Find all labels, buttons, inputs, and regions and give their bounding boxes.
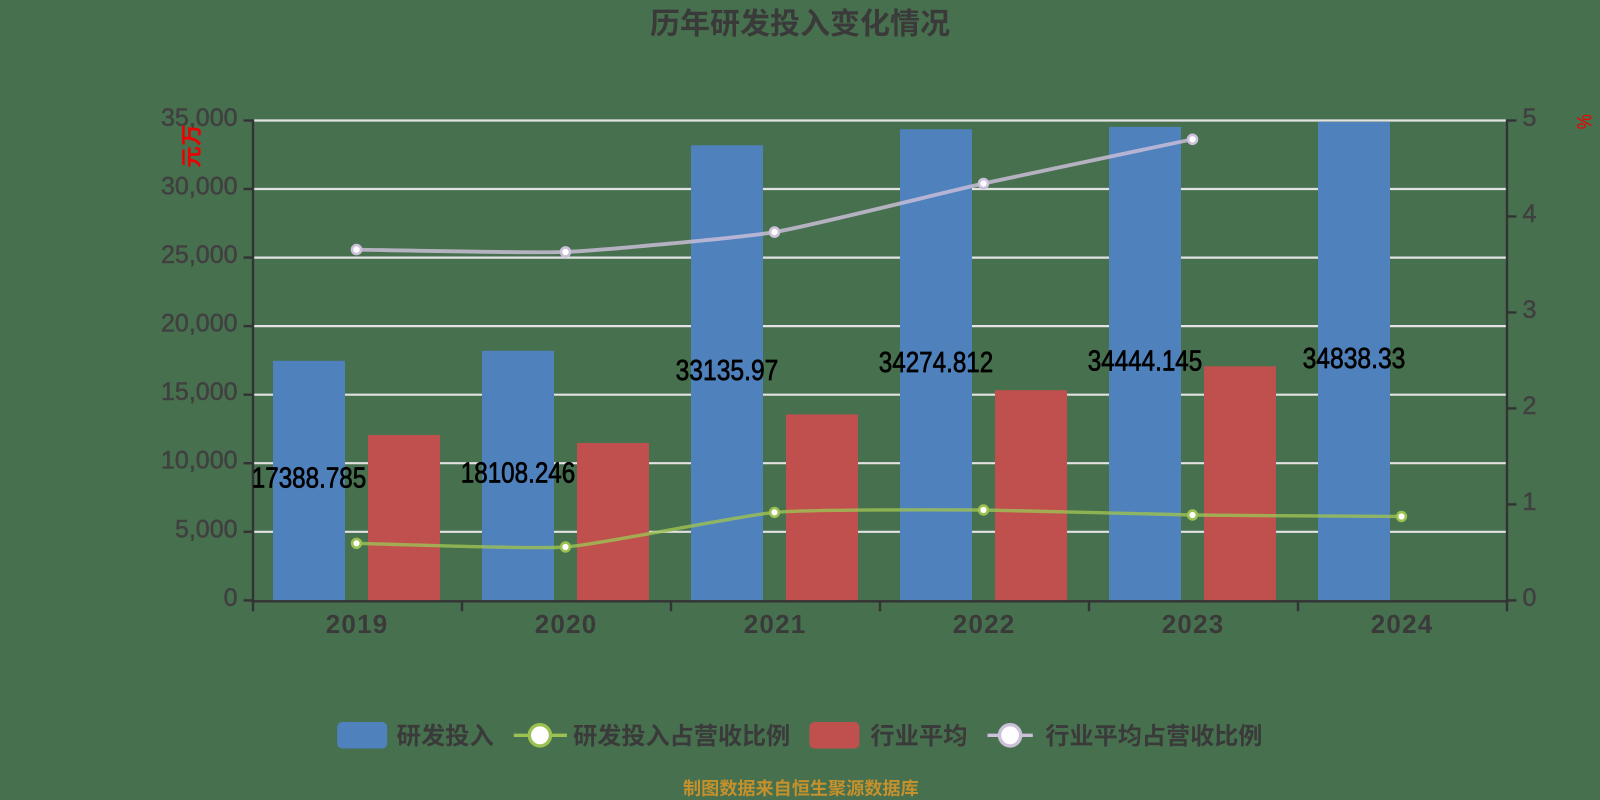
svg-text:35,000: 35,000 bbox=[161, 104, 237, 132]
svg-text:0: 0 bbox=[1523, 584, 1537, 612]
svg-text:17388.785: 17388.785 bbox=[252, 463, 367, 495]
svg-text:%: % bbox=[1574, 114, 1597, 129]
svg-text:34274.812: 34274.812 bbox=[879, 347, 994, 379]
svg-text:34444.145: 34444.145 bbox=[1088, 346, 1203, 378]
svg-text:15,000: 15,000 bbox=[161, 378, 237, 406]
svg-text:34838.33: 34838.33 bbox=[1303, 343, 1406, 375]
svg-text:5,000: 5,000 bbox=[175, 515, 238, 543]
svg-text:1: 1 bbox=[1523, 488, 1537, 516]
svg-text:25,000: 25,000 bbox=[161, 241, 237, 269]
svg-text:2024: 2024 bbox=[1371, 609, 1433, 639]
svg-text:20,000: 20,000 bbox=[161, 310, 237, 338]
svg-text:30,000: 30,000 bbox=[161, 173, 237, 201]
svg-text:2021: 2021 bbox=[744, 609, 806, 639]
svg-text:5: 5 bbox=[1523, 104, 1537, 132]
svg-text:4: 4 bbox=[1523, 200, 1537, 228]
svg-text:2022: 2022 bbox=[953, 609, 1015, 639]
svg-text:2023: 2023 bbox=[1162, 609, 1224, 639]
svg-text:2020: 2020 bbox=[535, 609, 597, 639]
svg-text:10,000: 10,000 bbox=[161, 447, 237, 475]
svg-text:3: 3 bbox=[1523, 296, 1537, 324]
svg-text:2019: 2019 bbox=[326, 609, 388, 639]
svg-text:33135.97: 33135.97 bbox=[676, 355, 779, 387]
svg-text:0: 0 bbox=[224, 584, 238, 612]
svg-text:2: 2 bbox=[1523, 392, 1537, 420]
svg-text:18108.246: 18108.246 bbox=[461, 458, 576, 490]
